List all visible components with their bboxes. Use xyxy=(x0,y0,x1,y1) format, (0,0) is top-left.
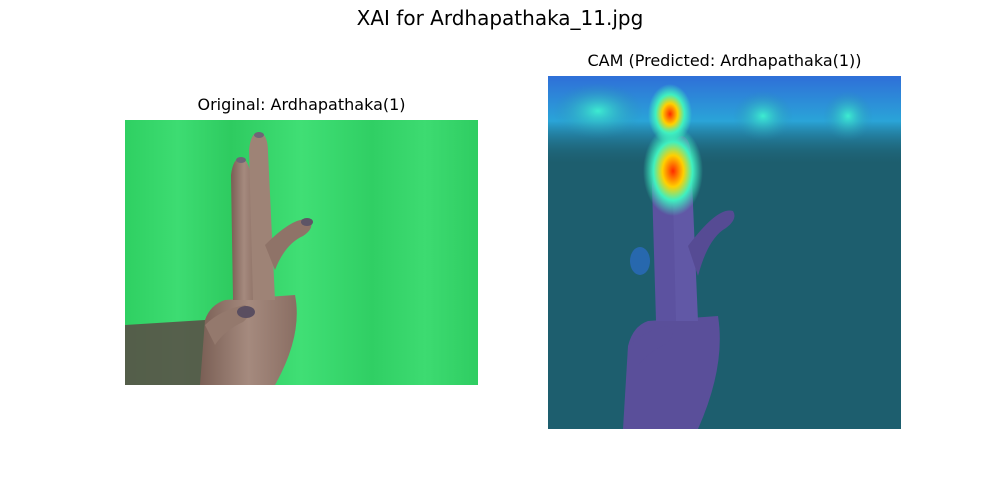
original-image xyxy=(125,120,478,385)
figure-title: XAI for Ardhapathaka_11.jpg xyxy=(356,6,644,30)
cam-heatmap-image xyxy=(548,76,901,429)
cam-image-title: CAM (Predicted: Ardhapathaka(1)) xyxy=(587,51,862,70)
original-image-title: Original: Ardhapathaka(1) xyxy=(197,95,406,114)
original-photo-illustration xyxy=(125,120,478,385)
cam-heatmap-illustration xyxy=(548,76,901,429)
